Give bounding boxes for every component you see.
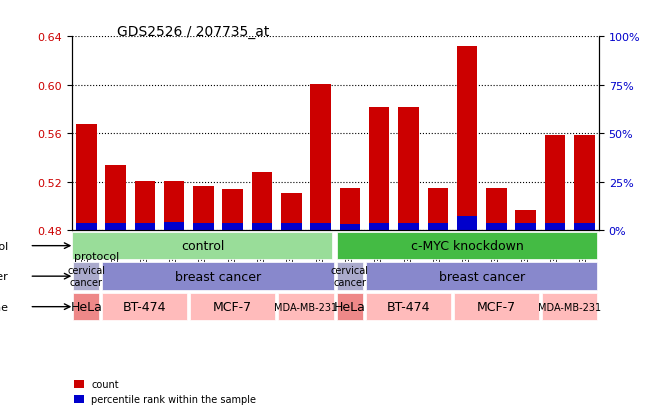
Text: breast cancer: breast cancer: [439, 270, 525, 283]
Bar: [105, 223, 126, 231]
Text: protocol: protocol: [0, 241, 8, 251]
Bar: [398, 107, 419, 231]
Bar: [369, 223, 389, 231]
Bar: [340, 225, 360, 231]
Bar: [457, 216, 477, 231]
Bar: [223, 223, 243, 231]
Bar: [311, 84, 331, 231]
Bar: [516, 223, 536, 231]
Bar: [105, 166, 126, 231]
Text: breast cancer: breast cancer: [175, 270, 261, 283]
Bar: [73, 263, 100, 290]
Text: MDA-MB-231: MDA-MB-231: [275, 302, 337, 312]
Bar: [454, 293, 539, 320]
Bar: [281, 223, 301, 231]
Bar: [486, 223, 506, 231]
Bar: [193, 186, 214, 231]
Bar: [281, 193, 301, 231]
Bar: [311, 223, 331, 231]
Bar: [366, 293, 451, 320]
Bar: [76, 124, 96, 231]
Text: MDA-MB-231: MDA-MB-231: [538, 302, 601, 312]
Bar: [574, 223, 594, 231]
Text: GDS2526 / 207735_at: GDS2526 / 207735_at: [117, 25, 270, 39]
Bar: [542, 293, 598, 320]
Bar: [516, 210, 536, 231]
Bar: [398, 223, 419, 231]
Text: HeLa: HeLa: [70, 300, 102, 313]
Bar: [545, 223, 565, 231]
Bar: [164, 181, 184, 231]
Bar: [135, 223, 155, 231]
Bar: [76, 223, 96, 231]
Bar: [574, 135, 594, 231]
Bar: [428, 223, 448, 231]
Bar: [366, 263, 598, 290]
Text: other: other: [0, 271, 8, 282]
Text: protocol: protocol: [74, 251, 120, 261]
Bar: [340, 188, 360, 231]
Text: BT-474: BT-474: [387, 300, 430, 313]
FancyBboxPatch shape: [72, 233, 333, 260]
Bar: [486, 188, 506, 231]
Text: BT-474: BT-474: [123, 300, 167, 313]
Bar: [369, 107, 389, 231]
Text: MCF-7: MCF-7: [213, 300, 253, 313]
Bar: [428, 188, 448, 231]
Text: HeLa: HeLa: [334, 300, 366, 313]
Bar: [164, 222, 184, 231]
Bar: [190, 293, 275, 320]
Bar: [278, 293, 334, 320]
Bar: [135, 181, 155, 231]
Bar: [193, 223, 214, 231]
Bar: [337, 263, 363, 290]
Bar: [102, 293, 187, 320]
Bar: [457, 47, 477, 231]
Text: MCF-7: MCF-7: [477, 300, 516, 313]
Legend: count, percentile rank within the sample: count, percentile rank within the sample: [70, 375, 260, 408]
FancyBboxPatch shape: [337, 233, 598, 260]
Bar: [252, 223, 272, 231]
Text: control: control: [182, 240, 225, 252]
Text: cervical
cancer: cervical cancer: [331, 266, 369, 287]
Bar: [73, 293, 100, 320]
Text: cell line: cell line: [0, 302, 8, 312]
Text: cervical
cancer: cervical cancer: [67, 266, 105, 287]
Bar: [252, 173, 272, 231]
Bar: [337, 293, 363, 320]
Text: c-MYC knockdown: c-MYC knockdown: [411, 240, 523, 252]
Bar: [545, 135, 565, 231]
Bar: [223, 190, 243, 231]
Bar: [102, 263, 334, 290]
